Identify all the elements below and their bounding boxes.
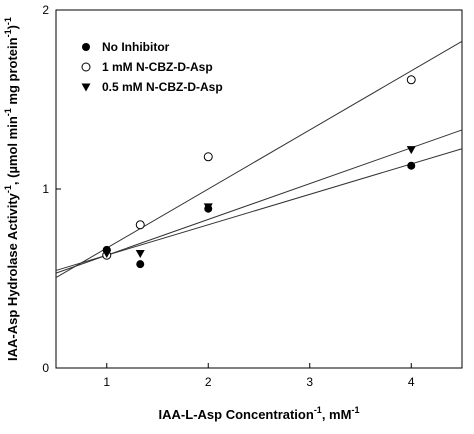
y-axis-title-tail2: mg protein xyxy=(5,37,20,108)
y-axis-title-sup3: -1 xyxy=(3,29,13,37)
data-point xyxy=(203,203,213,212)
y-axis-title-sup4: -1 xyxy=(3,17,13,25)
y-axis-title-sup: -1 xyxy=(3,185,13,193)
y-tick-label: 1 xyxy=(42,182,49,196)
x-tick-label: 2 xyxy=(205,375,212,389)
data-points xyxy=(102,75,416,269)
data-point xyxy=(407,161,416,170)
y-axis-ticks: 0 1 2 xyxy=(42,3,61,375)
y-axis-title-tail: , (µmol min xyxy=(5,116,20,185)
legend-label: 1 mM N-CBZ-D-Asp xyxy=(102,60,213,74)
legend: No Inhibitor 1 mM N-CBZ-D-Asp 0.5 mM N-CBZ… xyxy=(81,40,223,94)
data-point xyxy=(136,260,145,269)
legend-marker xyxy=(81,62,91,72)
legend-marker xyxy=(82,43,90,51)
y-axis-title-main: IAA-Asp Hydrolase Activity xyxy=(5,192,20,361)
legend-label: 0.5 mM N-CBZ-D-Asp xyxy=(102,80,223,94)
data-point xyxy=(406,146,416,155)
y-tick-label: 0 xyxy=(42,361,49,375)
x-axis-title: IAA-L-Asp Concentration-1, mM-1 xyxy=(159,405,360,422)
x-axis-title-main: IAA-L-Asp Concentration xyxy=(159,407,314,422)
y-axis-title-tail3: ) xyxy=(5,25,20,29)
x-axis-title-sup2: -1 xyxy=(351,405,359,415)
fit-lines xyxy=(55,40,463,279)
data-point xyxy=(203,152,213,162)
fit-line xyxy=(55,129,463,274)
fit-line xyxy=(55,40,463,279)
x-tick-label: 4 xyxy=(408,375,415,389)
x-tick-label: 1 xyxy=(103,375,110,389)
x-axis-title-tail: , mM xyxy=(322,407,352,422)
y-axis-title-sup2: -1 xyxy=(3,108,13,116)
legend-marker xyxy=(81,83,91,92)
x-axis-title-sup: -1 xyxy=(314,405,322,415)
data-point xyxy=(102,249,112,258)
x-tick-label: 3 xyxy=(306,375,313,389)
y-tick-label: 2 xyxy=(42,3,49,17)
data-point xyxy=(135,249,145,258)
x-axis-ticks: 1 2 3 4 xyxy=(103,363,415,389)
data-point xyxy=(135,220,145,230)
y-axis-title: IAA-Asp Hydrolase Activity-1, (µmol min-… xyxy=(3,17,20,361)
data-point xyxy=(406,75,416,85)
legend-label: No Inhibitor xyxy=(102,40,170,54)
fit-line xyxy=(55,148,463,271)
